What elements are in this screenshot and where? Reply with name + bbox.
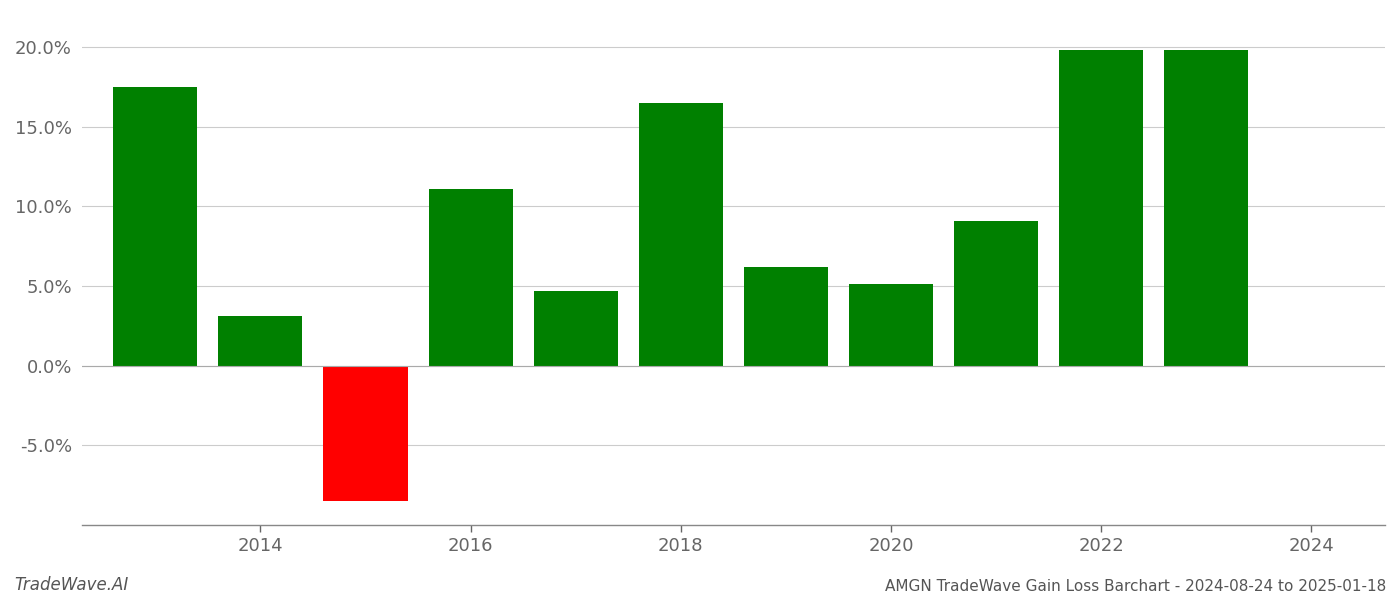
Bar (533, 291, 617, 366)
Bar (1165, 50, 1249, 366)
Bar (743, 267, 827, 366)
Bar (953, 221, 1039, 366)
Bar (218, 316, 302, 366)
Bar (323, 366, 407, 501)
Bar (1060, 50, 1144, 366)
Bar (113, 87, 197, 366)
Bar (638, 103, 722, 366)
Bar (428, 189, 512, 366)
Text: AMGN TradeWave Gain Loss Barchart - 2024-08-24 to 2025-01-18: AMGN TradeWave Gain Loss Barchart - 2024… (885, 579, 1386, 594)
Bar (848, 284, 932, 366)
Text: TradeWave.AI: TradeWave.AI (14, 576, 129, 594)
